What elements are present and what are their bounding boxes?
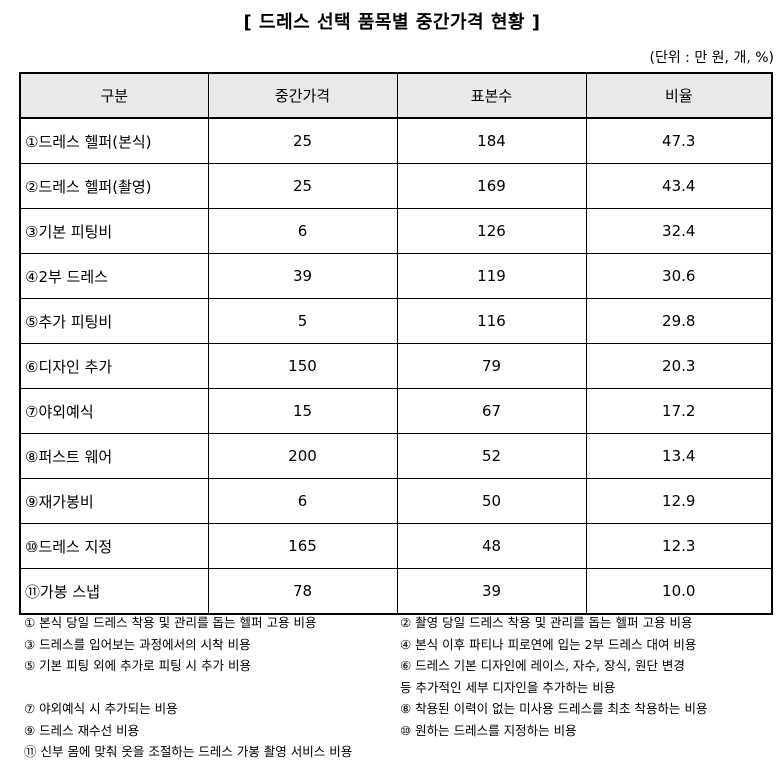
footnote-6: ⑥ 드레스 기본 디자인에 레이스, 자수, 장식, 원단 변경 bbox=[400, 658, 685, 673]
footnote-row: 등 추가적인 세부 디자인을 추가하는 비용 bbox=[24, 677, 776, 699]
header-median-price: 중간가격 bbox=[207, 72, 398, 119]
table-row: ⑨재가봉비 6 50 12.9 bbox=[19, 478, 773, 524]
row-ratio: 12.9 bbox=[585, 478, 773, 524]
row-price: 78 bbox=[207, 568, 398, 615]
row-name: ⑨재가봉비 bbox=[19, 478, 209, 524]
row-samples: 169 bbox=[396, 163, 587, 209]
footnote-row: ③ 드레스를 입어보는 과정에서의 시착 비용 ④ 본식 이후 파티나 피로연에… bbox=[24, 634, 776, 656]
table-row: ⑤추가 피팅비 5 116 29.8 bbox=[19, 298, 773, 344]
row-ratio: 13.4 bbox=[585, 433, 773, 479]
row-samples: 67 bbox=[396, 388, 587, 434]
row-samples: 52 bbox=[396, 433, 587, 479]
footnote-row: ⑪ 신부 몸에 맞춰 옷을 조절하는 드레스 가봉 촬영 서비스 비용 bbox=[24, 741, 776, 763]
price-table: 구분 중간가격 표본수 비율 ①드레스 헬퍼(본식) 25 184 47.3 ②… bbox=[19, 72, 773, 615]
table-row: ⑩드레스 지정 165 48 12.3 bbox=[19, 523, 773, 569]
header-sample-count: 표본수 bbox=[396, 72, 587, 119]
footnote-row: ⑦ 야외예식 시 추가되는 비용 ⑧ 착용된 이력이 없는 미사용 드레스를 최… bbox=[24, 698, 776, 720]
footnote-3: ③ 드레스를 입어보는 과정에서의 시착 비용 bbox=[24, 636, 251, 652]
row-name: ②드레스 헬퍼(촬영) bbox=[19, 163, 209, 209]
footnote-row: ① 본식 당일 드레스 착용 및 관리를 돕는 헬퍼 고용 비용 ② 촬영 당일… bbox=[24, 612, 776, 634]
row-price: 25 bbox=[207, 117, 398, 164]
unit-label: (단위 : 만 원, 개, %) bbox=[649, 50, 775, 66]
row-ratio: 30.6 bbox=[585, 253, 773, 299]
row-ratio: 47.3 bbox=[585, 117, 773, 164]
row-samples: 79 bbox=[396, 343, 587, 389]
row-name: ④2부 드레스 bbox=[19, 253, 209, 299]
footnote-2: ② 촬영 당일 드레스 착용 및 관리를 돕는 헬퍼 고용 비용 bbox=[400, 615, 693, 630]
row-ratio: 17.2 bbox=[585, 388, 773, 434]
row-ratio: 20.3 bbox=[585, 343, 773, 389]
row-ratio: 32.4 bbox=[585, 208, 773, 254]
row-samples: 119 bbox=[396, 253, 587, 299]
footnote-row: ⑨ 드레스 재수선 비용 ⑩ 원하는 드레스를 지정하는 비용 bbox=[24, 720, 776, 742]
row-name: ⑦야외예식 bbox=[19, 388, 209, 434]
table-row: ⑧퍼스트 웨어 200 52 13.4 bbox=[19, 433, 773, 479]
row-price: 39 bbox=[207, 253, 398, 299]
row-name: ⑪가봉 스냅 bbox=[19, 568, 209, 615]
row-ratio: 29.8 bbox=[585, 298, 773, 344]
table-row: ④2부 드레스 39 119 30.6 bbox=[19, 253, 773, 299]
row-price: 25 bbox=[207, 163, 398, 209]
row-price: 200 bbox=[207, 433, 398, 479]
footnote-8: ⑧ 착용된 이력이 없는 미사용 드레스를 최초 착용하는 비용 bbox=[400, 701, 708, 716]
table-header-row: 구분 중간가격 표본수 비율 bbox=[19, 72, 773, 119]
row-name: ⑥디자인 추가 bbox=[19, 343, 209, 389]
table-row: ⑪가봉 스냅 78 39 10.0 bbox=[19, 568, 773, 615]
footnote-5: ⑤ 기본 피팅 외에 추가로 피팅 시 추가 비용 bbox=[24, 658, 251, 673]
row-name: ③기본 피팅비 bbox=[19, 208, 209, 254]
table-row: ③기본 피팅비 6 126 32.4 bbox=[19, 208, 773, 254]
table-row: ⑦야외예식 15 67 17.2 bbox=[19, 388, 773, 434]
row-samples: 126 bbox=[396, 208, 587, 254]
footnote-10: ⑩ 원하는 드레스를 지정하는 비용 bbox=[400, 722, 577, 738]
row-ratio: 12.3 bbox=[585, 523, 773, 569]
table-row: ②드레스 헬퍼(촬영) 25 169 43.4 bbox=[19, 163, 773, 209]
footnote-spacer bbox=[24, 677, 400, 699]
row-name: ⑩드레스 지정 bbox=[19, 523, 209, 569]
row-name: ⑧퍼스트 웨어 bbox=[19, 433, 209, 479]
row-samples: 184 bbox=[396, 117, 587, 164]
row-samples: 50 bbox=[396, 478, 587, 524]
footnotes: ① 본식 당일 드레스 착용 및 관리를 돕는 헬퍼 고용 비용 ② 촬영 당일… bbox=[24, 612, 776, 763]
row-price: 15 bbox=[207, 388, 398, 434]
footnote-7: ⑦ 야외예식 시 추가되는 비용 bbox=[24, 701, 178, 716]
row-name: ⑤추가 피팅비 bbox=[19, 298, 209, 344]
footnote-1: ① 본식 당일 드레스 착용 및 관리를 돕는 헬퍼 고용 비용 bbox=[24, 615, 317, 630]
row-price: 150 bbox=[207, 343, 398, 389]
row-samples: 48 bbox=[396, 523, 587, 569]
row-ratio: 10.0 bbox=[585, 568, 773, 615]
row-samples: 116 bbox=[396, 298, 587, 344]
footnote-6-continued: 등 추가적인 세부 디자인을 추가하는 비용 bbox=[400, 679, 616, 695]
row-name: ①드레스 헬퍼(본식) bbox=[19, 117, 209, 164]
footnote-9: ⑨ 드레스 재수선 비용 bbox=[24, 722, 140, 738]
footnote-row: ⑤ 기본 피팅 외에 추가로 피팅 시 추가 비용 ⑥ 드레스 기본 디자인에 … bbox=[24, 655, 776, 677]
row-price: 6 bbox=[207, 478, 398, 524]
header-ratio: 비율 bbox=[585, 72, 773, 119]
footnote-4: ④ 본식 이후 파티나 피로연에 입는 2부 드레스 대여 비용 bbox=[400, 636, 697, 652]
row-price: 165 bbox=[207, 523, 398, 569]
row-samples: 39 bbox=[396, 568, 587, 615]
page-title: [ 드레스 선택 품목별 중간가격 현황 ] bbox=[243, 12, 541, 33]
row-price: 6 bbox=[207, 208, 398, 254]
row-ratio: 43.4 bbox=[585, 163, 773, 209]
header-category: 구분 bbox=[19, 72, 209, 119]
row-price: 5 bbox=[207, 298, 398, 344]
table-row: ①드레스 헬퍼(본식) 25 184 47.3 bbox=[19, 117, 773, 164]
footnote-11: ⑪ 신부 몸에 맞춰 옷을 조절하는 드레스 가봉 촬영 서비스 비용 bbox=[24, 744, 353, 759]
table-row: ⑥디자인 추가 150 79 20.3 bbox=[19, 343, 773, 389]
